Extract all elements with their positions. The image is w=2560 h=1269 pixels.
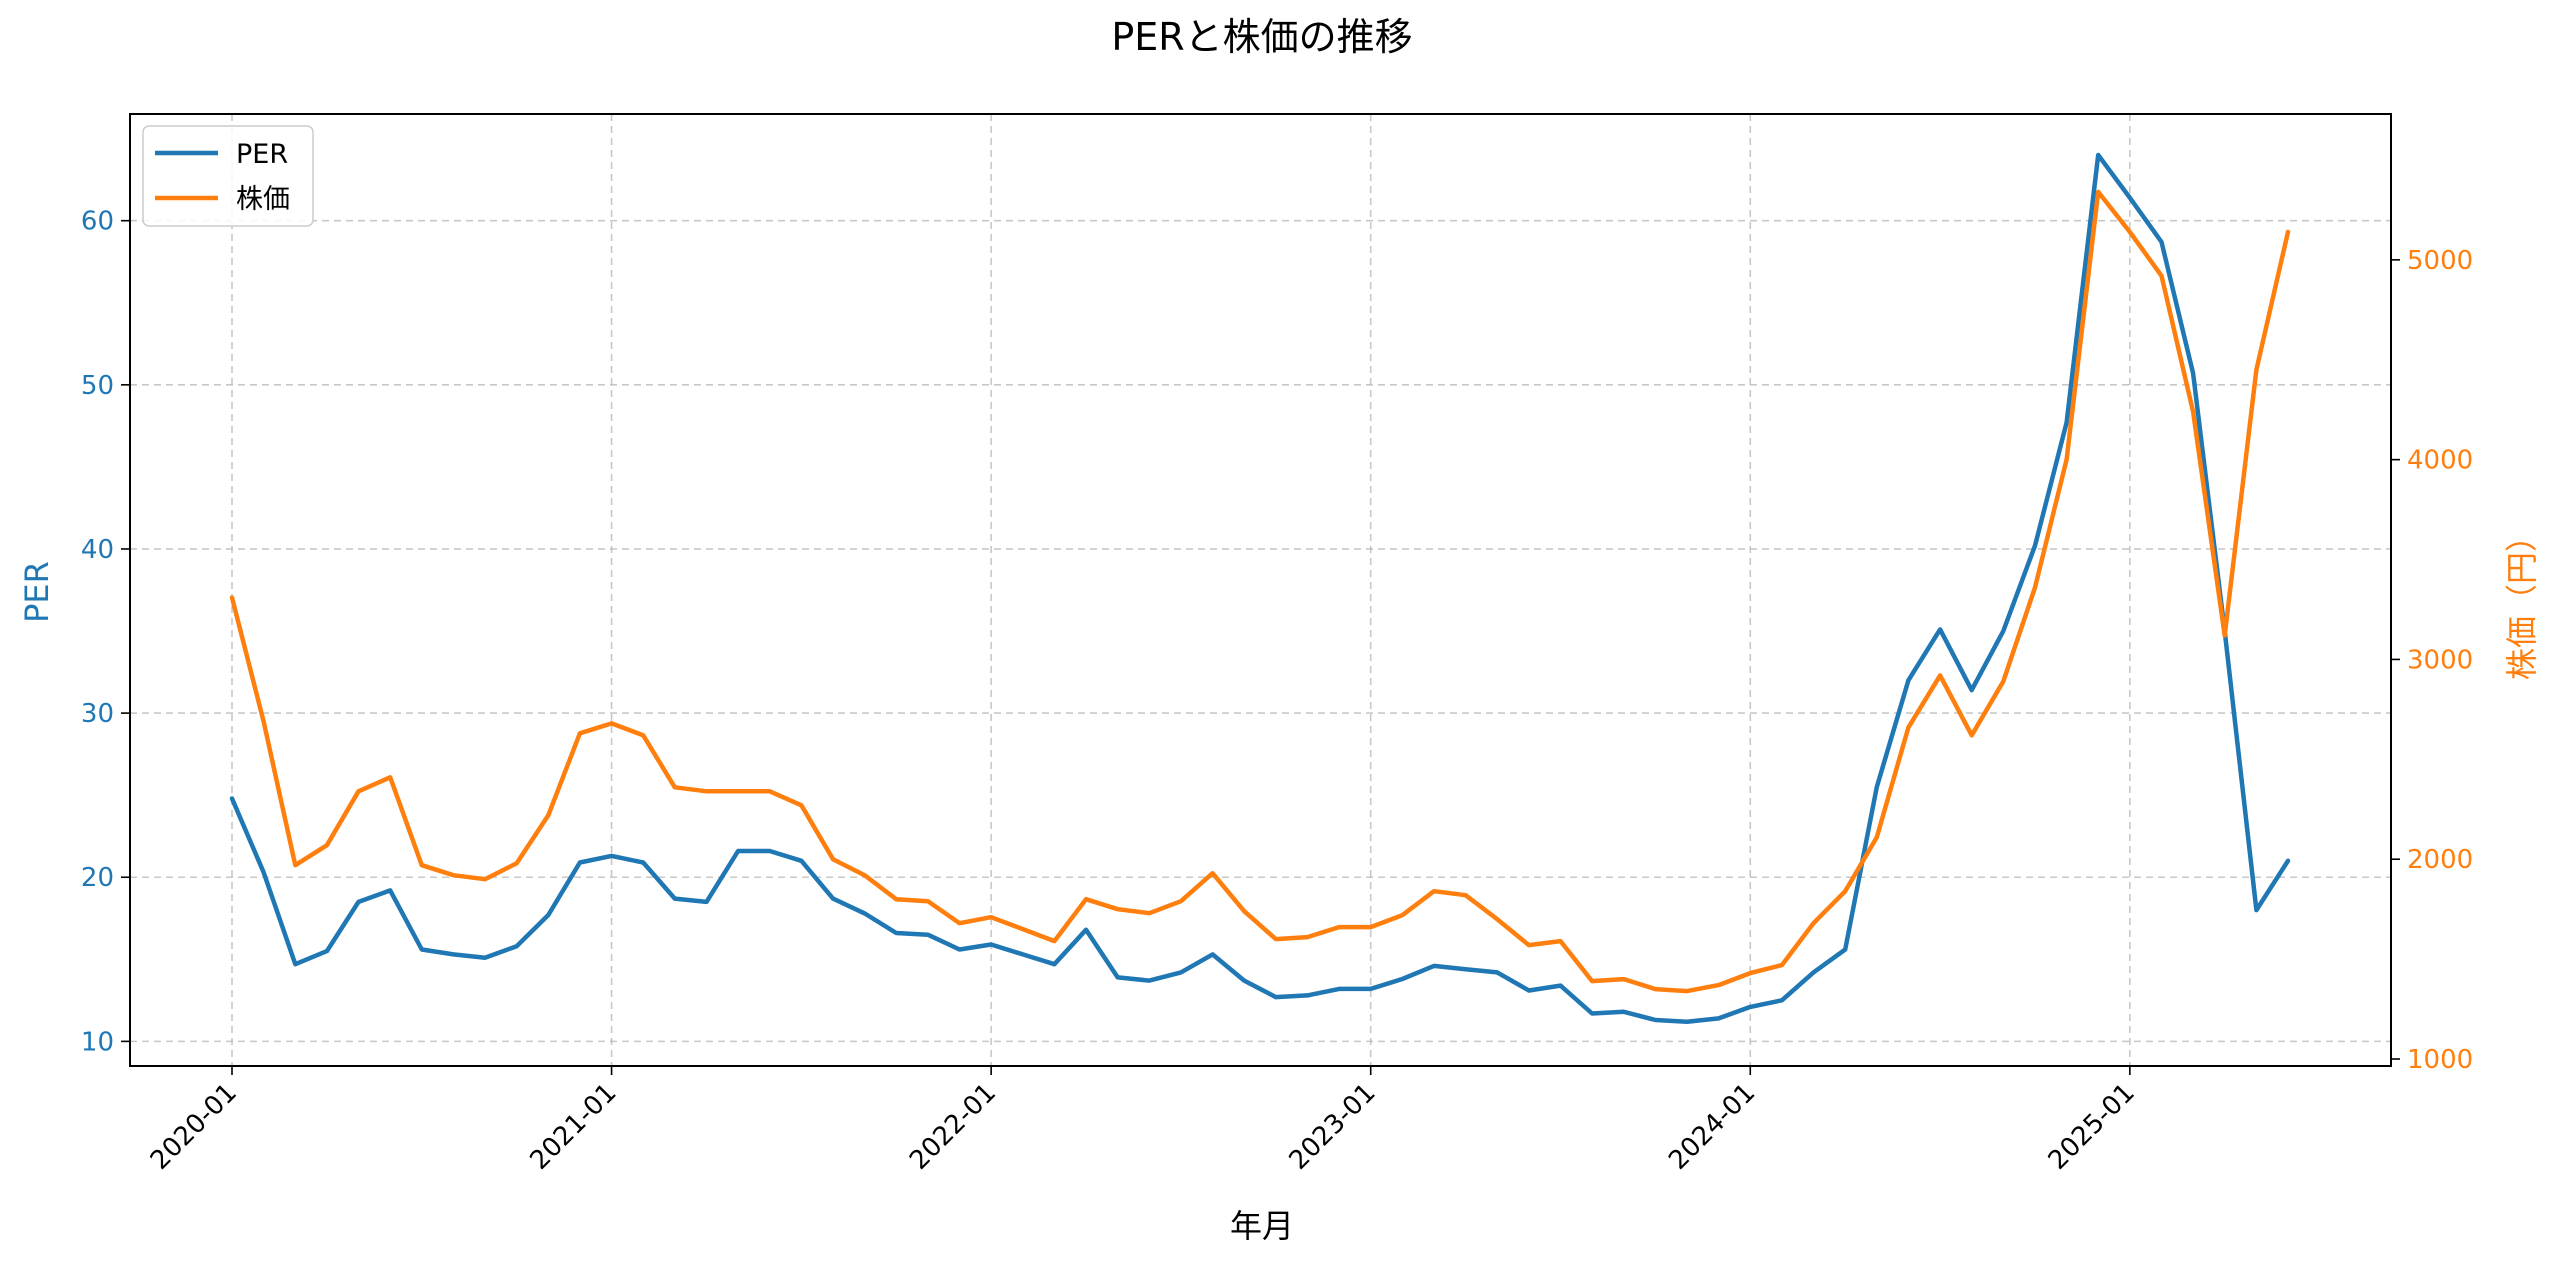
y-right-tick-label: 4000: [2407, 446, 2473, 476]
y-right-tick-label: 3000: [2407, 645, 2473, 675]
series-lines: [229, 152, 2291, 1024]
y-right-tick-label: 1000: [2407, 1045, 2473, 1075]
y-left-tick-label: 40: [81, 535, 114, 565]
y-left-tick-label: 20: [81, 863, 114, 893]
plot-frame: [129, 113, 2392, 1067]
y-axis-right-title: 株価（円）: [2503, 520, 2541, 680]
y-axis-left: 10 20 30 40 50 60: [81, 207, 130, 1057]
legend-label-per: PER: [236, 139, 288, 170]
y-left-tick-label: 30: [81, 699, 114, 729]
x-axis-title: 年月: [1230, 1207, 1294, 1245]
y-left-tick-label: 10: [81, 1027, 114, 1057]
y-axis-left-title: PER: [18, 561, 56, 623]
y-right-tick-label: 2000: [2407, 845, 2473, 875]
price-series-line: [229, 189, 2291, 994]
per-series-line: [229, 152, 2291, 1024]
y-left-tick-label: 50: [81, 371, 114, 401]
y-right-tick-label: 5000: [2407, 246, 2473, 276]
legend-label-price: 株価: [236, 184, 290, 215]
chart-title: PERと株価の推移: [1111, 15, 1412, 59]
y-left-tick-label: 60: [81, 207, 114, 237]
grid: [130, 114, 2391, 1066]
y-axis-right: 1000 2000 3000 4000 5000: [2391, 246, 2473, 1075]
legend: PER 株価: [142, 125, 314, 227]
